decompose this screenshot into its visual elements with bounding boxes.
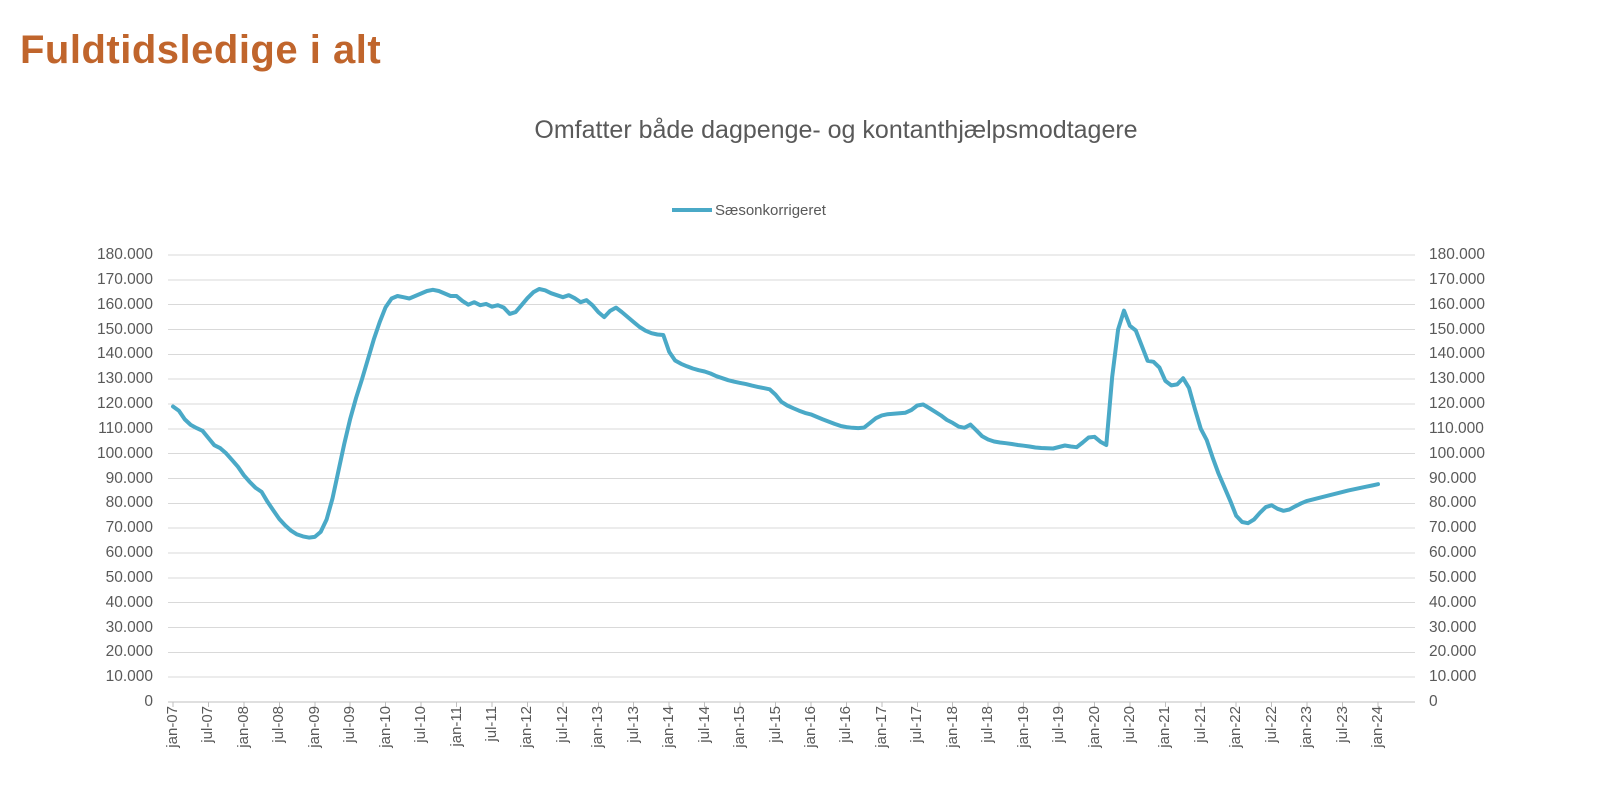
page-title: Fuldtidsledige i alt xyxy=(20,28,382,72)
y-axis-label-right: 20.000 xyxy=(1429,643,1477,661)
x-axis-label: jan-19 xyxy=(1014,706,1032,748)
x-axis-label: jan-13 xyxy=(589,706,607,748)
x-axis-label: jul-18 xyxy=(979,706,997,743)
x-axis-label: jul-19 xyxy=(1050,706,1067,743)
y-axis-label-right: 180.000 xyxy=(1429,246,1486,263)
x-axis-label: jan-10 xyxy=(376,706,394,748)
x-axis-label: jul-22 xyxy=(1262,706,1280,743)
x-axis-label: jul-23 xyxy=(1333,706,1351,743)
y-axis-label-left: 0 xyxy=(144,693,153,710)
x-axis-label: jan-17 xyxy=(872,706,890,748)
y-axis-label-right: 170.000 xyxy=(1429,270,1486,288)
x-axis-label: jan-09 xyxy=(305,706,323,748)
x-axis-label: jan-22 xyxy=(1227,706,1245,748)
y-axis-label-left: 60.000 xyxy=(105,544,153,561)
x-axis-label: jul-17 xyxy=(908,706,926,743)
y-axis-label-left: 110.000 xyxy=(98,419,153,437)
series-line-saesonkorrigeret xyxy=(171,287,1380,540)
y-axis-label-right: 70.000 xyxy=(1429,519,1477,537)
x-axis-label: jul-21 xyxy=(1191,706,1209,743)
y-axis-label-left: 170.000 xyxy=(96,270,153,288)
y-axis-label-right: 40.000 xyxy=(1429,593,1477,611)
x-axis-label: jan-08 xyxy=(234,706,252,748)
y-axis-label-left: 100.000 xyxy=(96,444,153,462)
y-axis-label-left: 10.000 xyxy=(105,668,153,686)
x-axis-label: jan-07 xyxy=(164,706,181,748)
y-axis-label-right: 130.000 xyxy=(1429,370,1486,388)
y-axis-label-left: 40.000 xyxy=(105,593,153,611)
y-axis-label-left: 80.000 xyxy=(105,494,153,512)
y-axis-label-right: 160.000 xyxy=(1429,295,1486,313)
y-axis-label-right: 120.000 xyxy=(1429,395,1486,412)
y-axis-label-left: 30.000 xyxy=(105,618,153,636)
x-axis-label: jul-16 xyxy=(837,706,855,743)
x-axis-label: jul-07 xyxy=(199,706,217,743)
x-axis-label: jul-20 xyxy=(1120,706,1138,743)
legend-line-marker xyxy=(672,208,712,212)
y-axis-label-right: 140.000 xyxy=(1429,345,1486,363)
x-axis-label: jul-09 xyxy=(341,706,359,743)
y-axis-label-right: 150.000 xyxy=(1429,320,1486,338)
x-axis-label: jan-23 xyxy=(1298,706,1316,748)
y-axis-label-left: 90.000 xyxy=(105,469,153,487)
x-axis-label: jan-24 xyxy=(1369,706,1386,748)
y-axis-label-left: 150.000 xyxy=(96,320,153,338)
y-axis-label-right: 60.000 xyxy=(1429,544,1477,561)
y-axis-label-right: 90.000 xyxy=(1429,469,1477,487)
y-axis-label-right: 80.000 xyxy=(1429,494,1477,512)
y-axis-label-right: 110.000 xyxy=(1429,419,1484,437)
y-axis-label-left: 140.000 xyxy=(96,345,153,363)
x-axis-label: jul-14 xyxy=(695,706,713,743)
y-axis-label-left: 180.000 xyxy=(96,246,153,263)
x-axis-label: jan-11 xyxy=(447,706,465,747)
x-axis-label: jan-12 xyxy=(518,706,536,748)
x-axis-label: jan-15 xyxy=(731,706,749,748)
y-axis-label-left: 160.000 xyxy=(96,295,153,313)
y-axis-label-left: 120.000 xyxy=(96,395,153,412)
x-axis-label: jan-21 xyxy=(1156,706,1174,748)
y-axis-label-right: 50.000 xyxy=(1429,568,1477,586)
legend-series-label: Sæsonkorrigeret xyxy=(715,201,826,219)
x-axis-label: jul-11 xyxy=(483,706,500,742)
legend: Sæsonkorrigeret xyxy=(672,201,826,219)
x-axis-label: jan-18 xyxy=(943,706,961,748)
chart-title: Omfatter både dagpenge- og kontanthjælps… xyxy=(534,116,1138,144)
x-axis-label: jan-14 xyxy=(660,706,678,748)
y-axis-label-right: 0 xyxy=(1429,693,1438,710)
x-axis-label: jan-16 xyxy=(801,706,819,748)
y-axis-label-right: 100.000 xyxy=(1429,444,1486,462)
y-axis-label-left: 20.000 xyxy=(105,643,153,661)
y-axis-label-left: 50.000 xyxy=(105,568,153,586)
y-axis-label-left: 130.000 xyxy=(96,370,153,388)
y-axis-label-right: 30.000 xyxy=(1429,618,1477,636)
x-axis-label: jul-12 xyxy=(553,706,571,743)
x-axis-label: jan-20 xyxy=(1085,706,1103,748)
x-axis-label: jul-15 xyxy=(766,706,784,743)
x-axis-label: jul-08 xyxy=(270,706,288,743)
y-axis-label-left: 70.000 xyxy=(105,519,153,537)
y-axis-label-right: 10.000 xyxy=(1429,668,1477,686)
x-axis-label: jul-13 xyxy=(624,706,642,743)
x-axis-label: jul-10 xyxy=(412,706,430,743)
